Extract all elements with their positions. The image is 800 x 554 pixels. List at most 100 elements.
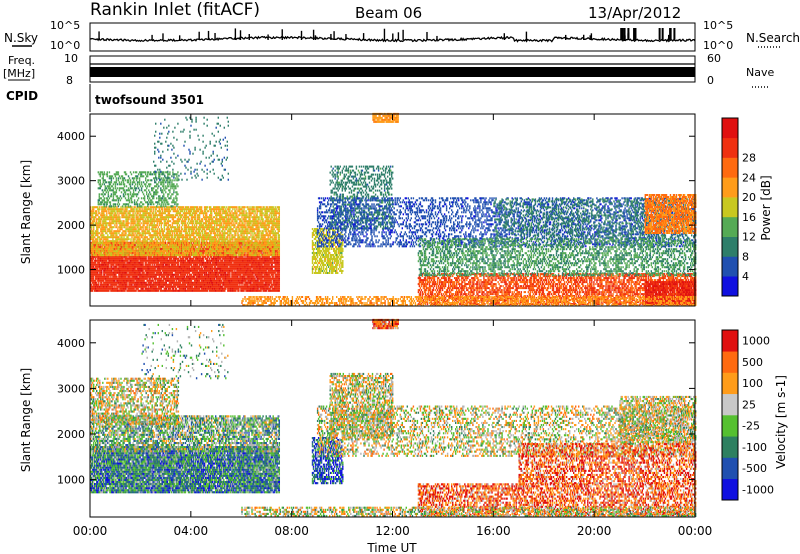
scatter-cell: [197, 270, 198, 272]
scatter-cell: [142, 264, 143, 266]
scatter-cell: [176, 280, 177, 282]
scatter-cell: [197, 264, 198, 266]
scatter-cell: [171, 284, 172, 286]
scatter-cell: [161, 288, 162, 290]
nave-label: Nave: [746, 66, 774, 79]
scatter-cell: [139, 272, 140, 274]
scatter-cell: [189, 266, 190, 268]
scatter-cell: [206, 272, 207, 274]
scatter-cell: [199, 280, 200, 282]
scatter-cell: [173, 288, 174, 290]
scatter-cell: [113, 264, 114, 266]
station-title: Rankin Inlet (fitACF): [90, 0, 260, 20]
scatter-cell: [183, 258, 184, 260]
scatter-cell: [98, 284, 99, 286]
scatter-cell: [175, 264, 176, 266]
scatter-cell: [146, 258, 147, 260]
scatter-cell: [173, 276, 174, 278]
scatter-cell: [146, 282, 147, 284]
freq-tick-bottom: 8: [66, 74, 73, 87]
scatter-cell: [108, 276, 109, 278]
scatter-cell: [150, 278, 151, 280]
scatter-cell: [210, 262, 211, 264]
scatter-cell: [158, 262, 159, 264]
scatter-cell: [203, 260, 204, 262]
scatter-cell: [199, 266, 200, 268]
cpid-strip: CPID twofsound 3501: [6, 84, 204, 112]
scatter-cell: [180, 282, 181, 284]
scatter-cell: [122, 258, 123, 260]
scatter-cell: [178, 264, 179, 266]
scatter-cell: [95, 258, 96, 260]
scatter-cell: [108, 266, 109, 268]
scatter-cell: [101, 282, 102, 284]
nsky-scale-top: 10^5: [50, 19, 80, 32]
scatter-cell: [131, 284, 132, 286]
scatter-cell: [175, 260, 176, 262]
scatter-cell: [178, 274, 179, 276]
cpid-value: twofsound 3501: [95, 93, 204, 107]
scatter-cell: [133, 280, 134, 282]
scatter-cell: [187, 274, 188, 276]
scatter-cell: [101, 274, 102, 276]
scatter-cell: [146, 262, 147, 264]
scatter-cell: [184, 276, 185, 278]
scatter-cell: [152, 278, 153, 280]
scatter-cell: [147, 278, 148, 280]
scatter-cell: [202, 268, 203, 270]
scatter-cell: [103, 280, 104, 282]
scatter-cell: [193, 258, 194, 260]
nsky-scale-bottom: 10^0: [50, 39, 80, 52]
scatter-cell: [168, 276, 169, 278]
scatter-cell: [125, 288, 126, 290]
scatter-cell: [191, 274, 192, 276]
scatter-cell: [178, 258, 179, 260]
scatter-cell: [156, 286, 157, 288]
scatter-cell: [124, 290, 125, 292]
scatter-cell: [163, 280, 164, 282]
scatter-cell: [127, 260, 128, 262]
scatter-cell: [114, 286, 115, 288]
scatter-cell: [129, 276, 130, 278]
scatter-cell: [137, 288, 138, 290]
scatter-cell: [207, 290, 208, 292]
scatter-cell: [114, 280, 115, 282]
scatter-cell: [152, 264, 153, 266]
scatter-cell: [185, 274, 186, 276]
scatter-cell: [92, 290, 93, 292]
scatter-cell: [142, 262, 143, 264]
freq-tick-top: 10: [64, 52, 78, 65]
scatter-cell: [115, 274, 116, 276]
scatter-cell: [159, 276, 160, 278]
nsearch-scale-top: 10^5: [703, 19, 733, 32]
scatter-cell: [146, 286, 147, 288]
scatter-cell: [171, 258, 172, 260]
scatter-cell: [202, 274, 203, 276]
scatter-cell: [95, 262, 96, 264]
scatter-cell: [172, 272, 173, 274]
scatter-cell: [167, 258, 168, 260]
beam-title: Beam 06: [355, 4, 422, 22]
scatter-cell: [174, 280, 175, 282]
scatter-cell: [178, 262, 179, 264]
scatter-cell: [164, 276, 165, 278]
scatter-cell: [153, 280, 154, 282]
scatter-cell: [166, 288, 167, 290]
scatter-cell: [176, 288, 177, 290]
scatter-cell: [93, 278, 94, 280]
date-title: 13/Apr/2012: [588, 4, 681, 22]
scatter-cell: [93, 258, 94, 260]
scatter-cell: [166, 282, 167, 284]
scatter-cell: [116, 276, 117, 278]
scatter-cell: [143, 280, 144, 282]
nsky-label: N.Sky: [4, 31, 38, 45]
scatter-cell: [142, 270, 143, 272]
scatter-cell: [136, 276, 137, 278]
scatter-cell: [143, 272, 144, 274]
scatter-cell: [185, 260, 186, 262]
scatter-cell: [93, 266, 94, 268]
scatter-cell: [112, 286, 113, 288]
scatter-cell: [191, 280, 192, 282]
scatter-cell: [97, 268, 98, 270]
